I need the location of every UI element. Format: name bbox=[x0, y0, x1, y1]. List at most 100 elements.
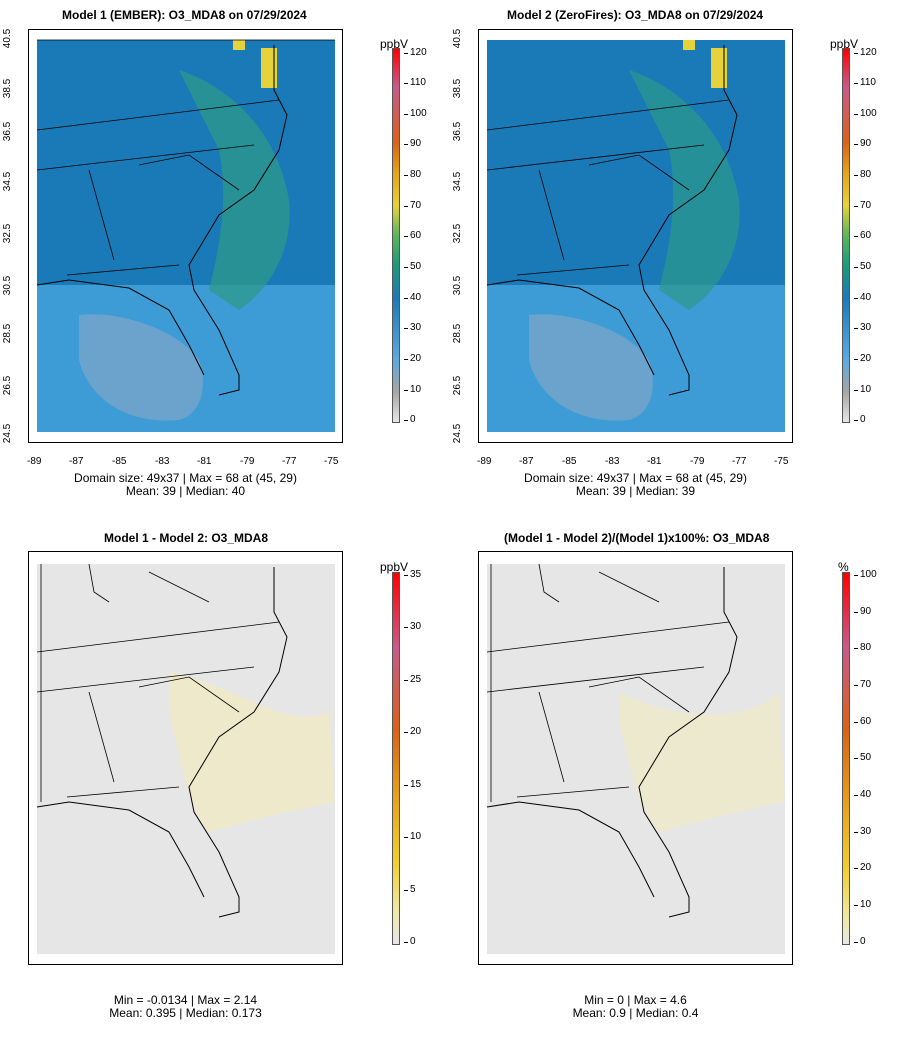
panel2-lon-tick: -75 bbox=[774, 456, 789, 467]
panel3-cbar-unit: ppbV bbox=[380, 560, 409, 574]
panel3-cbar-tick: 35 bbox=[403, 569, 422, 580]
panel2-cbar-tick: 100 bbox=[854, 108, 877, 119]
panel4-cbar-tick: 0 bbox=[854, 936, 866, 947]
panel3-colorbar bbox=[392, 572, 400, 945]
panel4-cbar-tick: 70 bbox=[853, 679, 872, 690]
panel2-lat-tick: 26.5 bbox=[452, 375, 464, 396]
panel1-cbar-tick: 80 bbox=[403, 169, 422, 180]
panel4-colorbar bbox=[842, 572, 850, 945]
panel2-lon-tick: -87 bbox=[519, 456, 534, 467]
panel2-cbar-tick: 80 bbox=[853, 169, 872, 180]
panel1-colorbar bbox=[392, 48, 400, 423]
panel2-cbar-tick: 70 bbox=[853, 200, 872, 211]
panel1-stats: Domain size: 49x37 | Max = 68 at (45, 29… bbox=[28, 472, 343, 498]
panel3-cbar-tick: 15 bbox=[403, 779, 422, 790]
panel1-cbar-unit: ppbV bbox=[380, 37, 409, 51]
panel2-stats-line2: Mean: 39 | Median: 39 bbox=[575, 484, 696, 498]
panel2-cbar-tick: 50 bbox=[853, 261, 872, 272]
panel1-lat-tick: 40.5 bbox=[2, 28, 14, 49]
panel2-cbar-tick: 10 bbox=[853, 384, 872, 395]
panel2-stats-line1: Domain size: 49x37 | Max = 68 at (45, 29… bbox=[524, 471, 747, 485]
panel3-cbar-tick: 5 bbox=[404, 884, 416, 895]
panel2-cbar-tick: 90 bbox=[853, 138, 872, 149]
panel2-lat-tick: 32.5 bbox=[452, 223, 464, 244]
panel1-map bbox=[28, 29, 343, 443]
panel2-cbar-unit: ppbV bbox=[830, 37, 859, 51]
panel1-lon-tick: -87 bbox=[69, 456, 84, 467]
panel1-lon-tick: -83 bbox=[155, 456, 170, 467]
panel4-map-graphic bbox=[486, 563, 785, 954]
panel2-map bbox=[478, 29, 793, 443]
panel2-lat-tick: 36.5 bbox=[452, 121, 464, 142]
panel2-cbar-tick: 110 bbox=[854, 77, 876, 88]
panel4-title: (Model 1 - Model 2)/(Model 1)x100%: O3_M… bbox=[504, 531, 770, 545]
panel1-lat-tick: 36.5 bbox=[2, 121, 14, 142]
panel2-lon-tick: -79 bbox=[690, 456, 705, 467]
panel1-cbar-tick: 110 bbox=[404, 77, 426, 88]
panel1-lon-tick: -85 bbox=[112, 456, 127, 467]
panel4-cbar-tick: 10 bbox=[853, 899, 872, 910]
panel2-cbar-tick: 0 bbox=[854, 414, 866, 425]
panel3-cbar-tick: 30 bbox=[403, 621, 422, 632]
panel2-title: Model 2 (ZeroFires): O3_MDA8 on 07/29/20… bbox=[507, 8, 764, 22]
panel2-lat-tick: 34.5 bbox=[452, 171, 464, 192]
panel3-cbar-tick: 0 bbox=[404, 936, 416, 947]
panel4-stats-line2: Mean: 0.9 | Median: 0.4 bbox=[572, 1006, 699, 1020]
panel1-stats-line1: Domain size: 49x37 | Max = 68 at (45, 29… bbox=[74, 471, 297, 485]
panel2-cbar-tick: 20 bbox=[853, 353, 872, 364]
panel2-lon-tick: -83 bbox=[605, 456, 620, 467]
panel1-lat-tick: 28.5 bbox=[2, 323, 14, 344]
panel1-lon-tick: -75 bbox=[324, 456, 339, 467]
panel3-stats-line2: Mean: 0.395 | Median: 0.173 bbox=[109, 1006, 262, 1020]
panel4-cbar-tick: 20 bbox=[853, 862, 872, 873]
panel4-cbar-tick: 30 bbox=[853, 826, 872, 837]
panel1-cbar-tick: 10 bbox=[403, 384, 422, 395]
panel1-lat-tick: 32.5 bbox=[2, 223, 14, 244]
panel2-cbar-tick: 30 bbox=[853, 322, 872, 333]
panel1-stats-line2: Mean: 39 | Median: 40 bbox=[125, 484, 246, 498]
panel3-map bbox=[28, 551, 343, 965]
panel1-cbar-tick: 120 bbox=[404, 47, 427, 58]
panel3-stats-line1: Min = -0.0134 | Max = 2.14 bbox=[113, 993, 258, 1007]
panel1-lat-tick: 24.5 bbox=[2, 423, 14, 444]
panel1-map-graphic bbox=[36, 39, 335, 432]
panel3-stats: Min = -0.0134 | Max = 2.14 Mean: 0.395 |… bbox=[28, 994, 343, 1020]
panel1-title: Model 1 (EMBER): O3_MDA8 on 07/29/2024 bbox=[62, 8, 307, 22]
panel2-lat-tick: 40.5 bbox=[452, 28, 464, 49]
panel4-cbar-tick: 100 bbox=[854, 569, 877, 580]
panel4-cbar-tick: 60 bbox=[853, 716, 872, 727]
panel4-map bbox=[478, 551, 793, 965]
panel1-cbar-tick: 30 bbox=[403, 322, 422, 333]
panel2-lon-tick: -89 bbox=[477, 456, 492, 467]
panel3-cbar-tick: 25 bbox=[403, 674, 422, 685]
panel1-lat-tick: 38.5 bbox=[2, 78, 14, 99]
panel4-cbar-unit: % bbox=[838, 560, 849, 574]
panel4-cbar-tick: 90 bbox=[853, 606, 872, 617]
panel2-colorbar bbox=[842, 48, 850, 423]
panel3-title: Model 1 - Model 2: O3_MDA8 bbox=[104, 531, 269, 545]
panel1-cbar-tick: 100 bbox=[404, 108, 427, 119]
panel2-cbar-tick: 60 bbox=[853, 230, 872, 241]
panel4-cbar-tick: 40 bbox=[853, 789, 872, 800]
panel1-lon-tick: -81 bbox=[197, 456, 212, 467]
panel2-lat-tick: 28.5 bbox=[452, 323, 464, 344]
panel3-cbar-tick: 10 bbox=[403, 831, 422, 842]
panel2-lon-tick: -77 bbox=[732, 456, 747, 467]
panel1-lon-tick: -77 bbox=[282, 456, 297, 467]
panel3-cbar-tick: 20 bbox=[403, 726, 422, 737]
panel2-map-graphic bbox=[486, 40, 785, 432]
panel4-stats-line1: Min = 0 | Max = 4.6 bbox=[584, 993, 687, 1007]
panel1-lat-tick: 26.5 bbox=[2, 375, 14, 396]
panel2-lat-tick: 38.5 bbox=[452, 78, 464, 99]
panel2-lon-tick: -85 bbox=[562, 456, 577, 467]
panel2-cbar-tick: 120 bbox=[854, 47, 877, 58]
panel2-cbar-tick: 40 bbox=[853, 292, 872, 303]
panel1-cbar-tick: 0 bbox=[404, 414, 416, 425]
panel1-cbar-tick: 50 bbox=[403, 261, 422, 272]
panel1-cbar-tick: 20 bbox=[403, 353, 422, 364]
panel4-cbar-tick: 80 bbox=[853, 642, 872, 653]
panel1-cbar-tick: 60 bbox=[403, 230, 422, 241]
panel1-lon-tick: -89 bbox=[27, 456, 42, 467]
panel2-lat-tick: 30.5 bbox=[452, 275, 464, 296]
panel4-cbar-tick: 50 bbox=[853, 752, 872, 763]
